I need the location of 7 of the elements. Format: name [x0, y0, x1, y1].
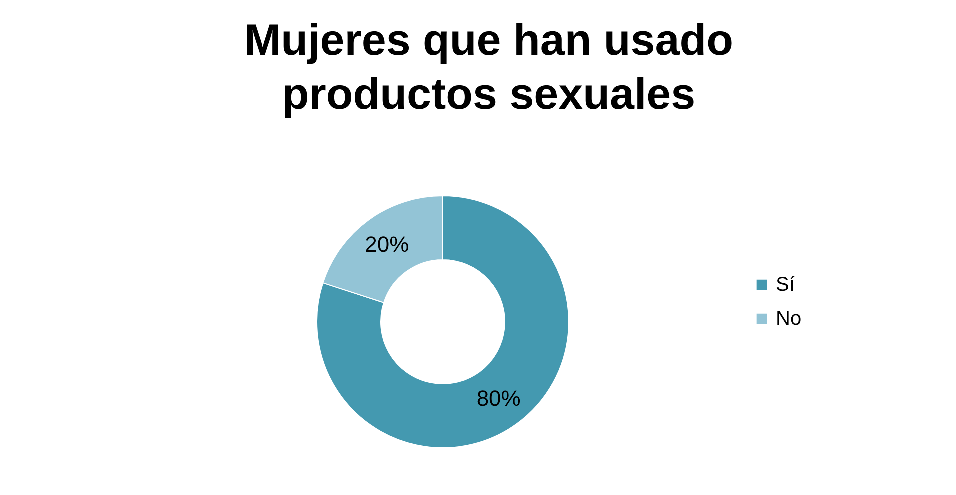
- text: Mujeres que han usado: [244, 16, 734, 65]
- legend-label: No: [776, 308, 802, 330]
- donut-slice: [316, 196, 570, 448]
- data-label: 80%: [476, 386, 521, 411]
- data-label: 20%: [365, 232, 410, 258]
- legend-label: Sí: [776, 274, 796, 296]
- text: productos sexuales: [282, 70, 696, 119]
